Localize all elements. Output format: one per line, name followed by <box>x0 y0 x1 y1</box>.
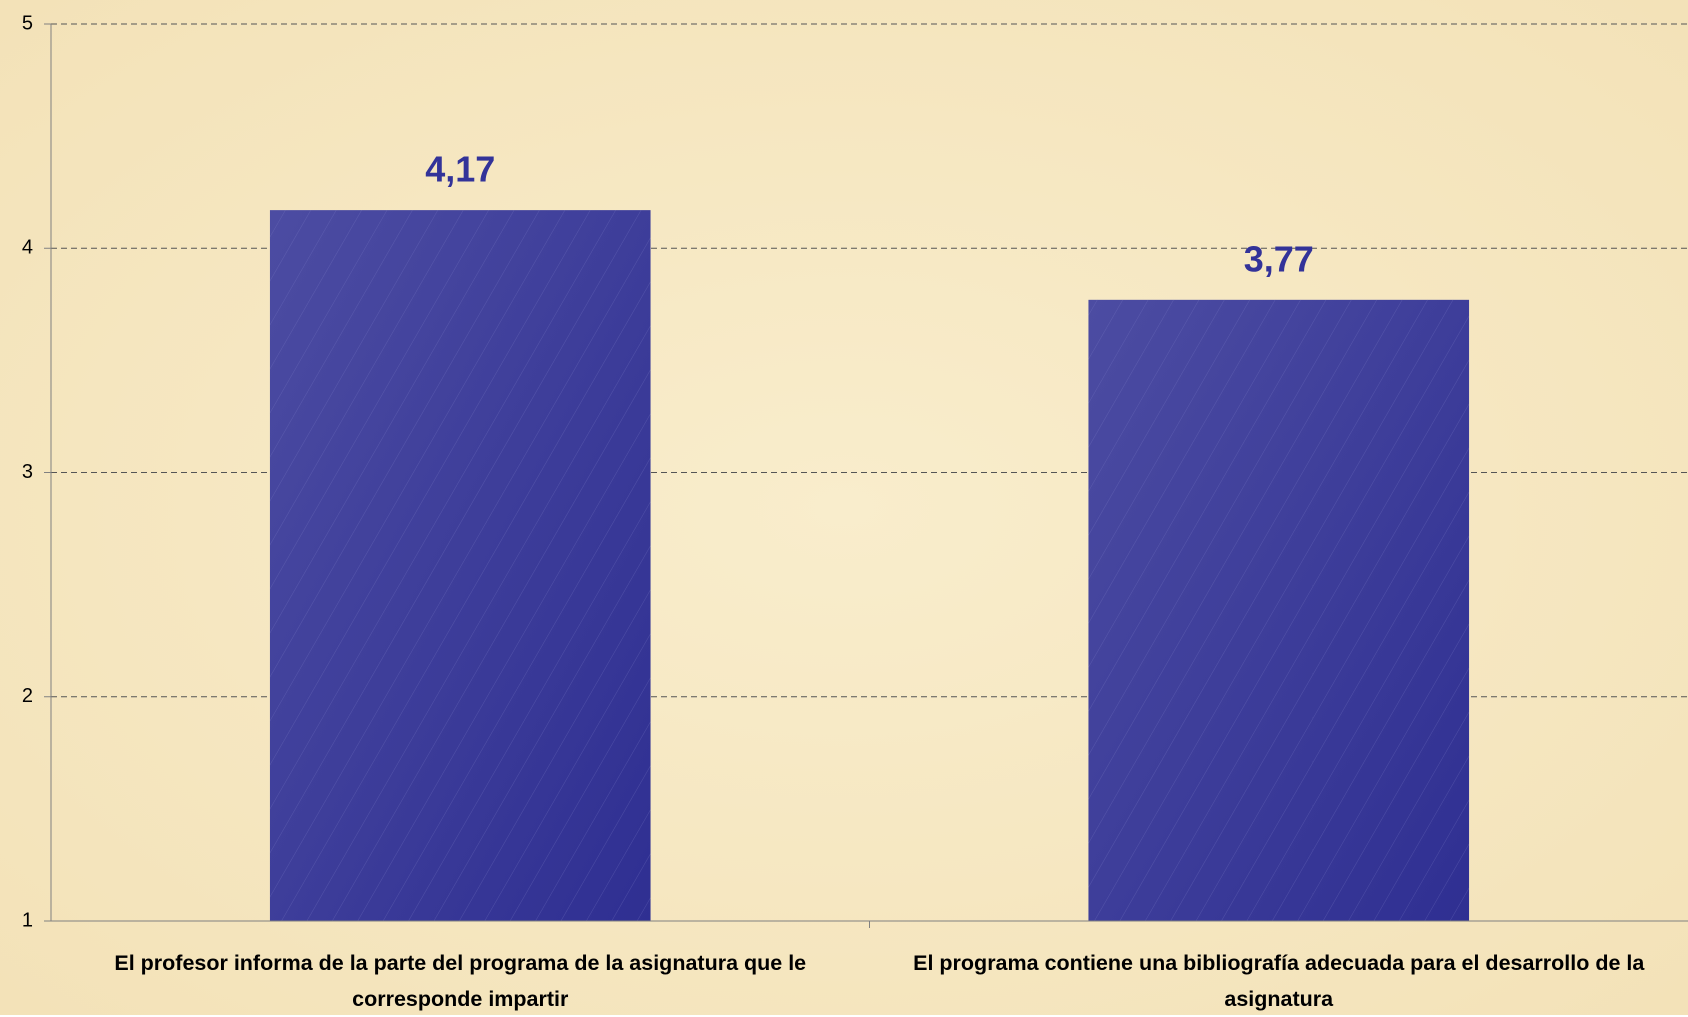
value-label: 3,77 <box>1244 238 1314 279</box>
x-tick-label: El programa contiene una bibliografía ad… <box>913 951 1645 1011</box>
y-tick-label: 1 <box>22 909 33 931</box>
y-tick-label: 2 <box>22 685 33 707</box>
value-label: 4,17 <box>425 149 495 190</box>
bar-hatch <box>1088 299 1470 921</box>
bar-hatch <box>269 210 651 921</box>
y-tick-label: 5 <box>22 12 33 34</box>
x-tick-label: El profesor informa de la parte del prog… <box>114 951 807 1011</box>
y-tick-label: 4 <box>22 237 33 259</box>
y-tick-label: 3 <box>22 461 33 483</box>
